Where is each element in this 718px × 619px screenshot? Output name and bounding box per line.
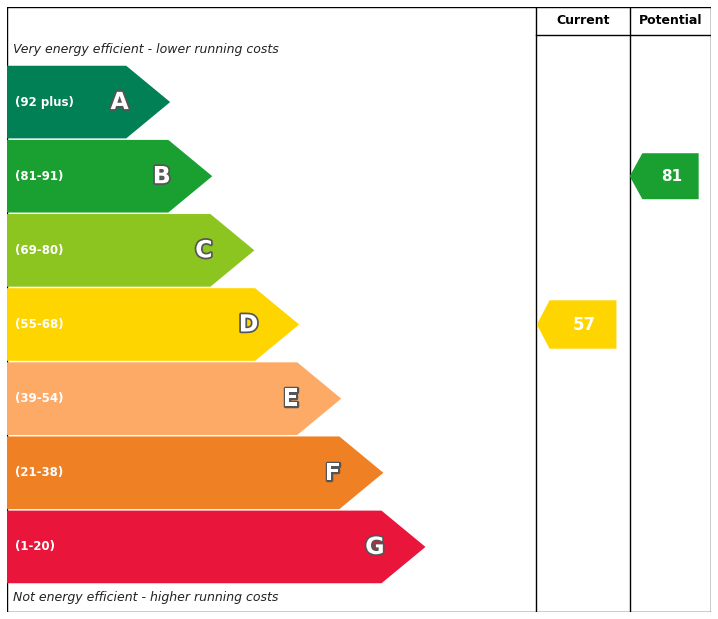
Polygon shape bbox=[7, 214, 254, 287]
Text: (92 plus): (92 plus) bbox=[16, 95, 75, 108]
Text: Energy Efficiency Rating: Energy Efficiency Rating bbox=[11, 20, 509, 54]
Text: (81-91): (81-91) bbox=[16, 170, 64, 183]
Polygon shape bbox=[7, 362, 341, 435]
Text: B: B bbox=[153, 164, 171, 188]
Polygon shape bbox=[7, 288, 299, 361]
Text: F: F bbox=[325, 461, 341, 485]
Polygon shape bbox=[7, 66, 170, 139]
Text: (39-54): (39-54) bbox=[16, 392, 64, 405]
Text: (1-20): (1-20) bbox=[16, 540, 55, 553]
Polygon shape bbox=[537, 300, 617, 348]
Polygon shape bbox=[7, 140, 213, 212]
Text: E: E bbox=[283, 387, 299, 410]
Text: A: A bbox=[111, 90, 129, 114]
Text: C: C bbox=[195, 238, 213, 262]
Text: Very energy efficient - lower running costs: Very energy efficient - lower running co… bbox=[13, 43, 279, 56]
Text: (55-68): (55-68) bbox=[16, 318, 64, 331]
Text: G: G bbox=[365, 535, 385, 559]
Polygon shape bbox=[630, 154, 699, 199]
Polygon shape bbox=[7, 511, 426, 583]
Text: (69-80): (69-80) bbox=[16, 244, 64, 257]
Text: Current: Current bbox=[556, 14, 610, 27]
Text: D: D bbox=[239, 313, 258, 337]
Text: Potential: Potential bbox=[639, 14, 702, 27]
Text: 57: 57 bbox=[573, 316, 596, 334]
Text: (21-38): (21-38) bbox=[16, 466, 64, 479]
Polygon shape bbox=[7, 436, 383, 509]
Text: 81: 81 bbox=[661, 169, 682, 184]
Text: Not energy efficient - higher running costs: Not energy efficient - higher running co… bbox=[13, 592, 278, 605]
